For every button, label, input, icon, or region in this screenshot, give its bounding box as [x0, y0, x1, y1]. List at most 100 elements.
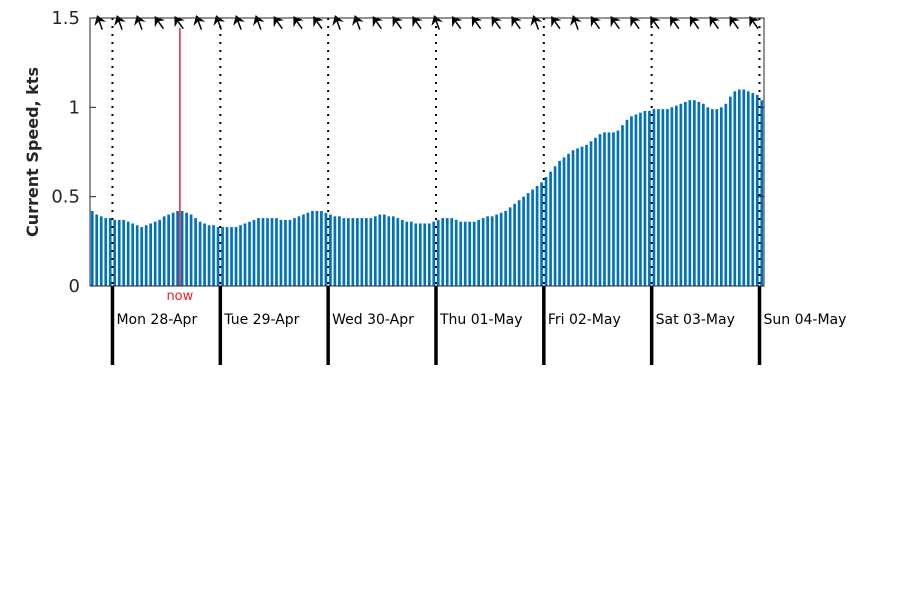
- bar-0: [90, 210, 94, 286]
- bar-36: [252, 219, 256, 286]
- bar-16: [162, 216, 166, 286]
- bar-135: [697, 101, 701, 286]
- bar-73: [418, 223, 422, 286]
- bar-47: [302, 214, 305, 286]
- direction-arrow-6: [213, 15, 226, 30]
- bar-41: [275, 218, 278, 286]
- bar-87: [481, 218, 485, 286]
- bar-71: [409, 221, 413, 286]
- direction-arrow-5: [193, 15, 206, 30]
- bar-100: [540, 182, 543, 286]
- axis-labels: Mon 28-Apr Tue 29-Apr Wed 30-Apr Thu 01-May…: [23, 8, 846, 328]
- bar-97: [526, 193, 530, 286]
- bar-26: [207, 225, 211, 286]
- bar-40: [270, 218, 274, 286]
- direction-arrow-13: [352, 15, 364, 30]
- bar-11: [140, 227, 144, 286]
- bar-79: [445, 218, 449, 286]
- bar-3: [104, 218, 108, 286]
- bar-48: [306, 212, 310, 286]
- bar-55: [338, 216, 341, 286]
- day-label-6: Sun 04-May: [764, 312, 847, 328]
- bar-57: [347, 218, 350, 286]
- bar-124: [648, 110, 651, 286]
- bar-144: [737, 89, 741, 286]
- bar-81: [454, 219, 458, 286]
- direction-arrow-2: [134, 15, 146, 30]
- bar-121: [634, 114, 638, 286]
- bar-1: [95, 214, 99, 286]
- bar-105: [562, 157, 566, 286]
- bar-131: [679, 103, 683, 286]
- direction-arrow-4: [174, 16, 185, 30]
- direction-arrow-25: [590, 16, 602, 30]
- bar-125: [652, 109, 656, 287]
- bar-101: [544, 177, 548, 286]
- ytick-label-1: 0.5: [51, 187, 80, 208]
- bar-30: [225, 227, 229, 286]
- bar-98: [531, 189, 534, 286]
- bar-54: [333, 216, 337, 286]
- now-label: now: [166, 289, 193, 304]
- bar-60: [360, 218, 364, 286]
- bar-120: [630, 116, 633, 287]
- direction-arrow-27: [630, 16, 641, 30]
- direction-arrow-18: [451, 16, 463, 30]
- bar-35: [248, 221, 251, 286]
- bar-53: [329, 214, 332, 286]
- day-label-2: Wed 30-Apr: [332, 312, 414, 328]
- bar-46: [297, 216, 301, 286]
- bar-25: [203, 223, 206, 286]
- bar-132: [684, 101, 687, 286]
- bar-91: [499, 212, 503, 286]
- bar-76: [432, 221, 436, 286]
- direction-arrow-17: [431, 15, 444, 30]
- bar-58: [351, 218, 355, 286]
- ytick-label-3: 1.5: [51, 8, 80, 29]
- direction-arrow-14: [372, 16, 384, 30]
- bar-74: [423, 223, 427, 286]
- direction-arrow-21: [511, 16, 522, 30]
- bar-70: [405, 221, 409, 286]
- bar-75: [427, 223, 431, 286]
- direction-arrow-24: [570, 15, 582, 30]
- direction-arrow-15: [392, 16, 403, 30]
- bar-82: [459, 221, 463, 286]
- bar-33: [239, 225, 242, 286]
- bar-142: [728, 96, 732, 286]
- bar-64: [378, 214, 382, 286]
- bar-84: [468, 221, 472, 286]
- direction-arrow-7: [233, 15, 245, 30]
- bar-38: [261, 218, 265, 286]
- direction-arrow-28: [650, 16, 661, 30]
- bar-43: [284, 219, 287, 286]
- bar-77: [436, 219, 440, 286]
- bar-9: [131, 223, 135, 286]
- bar-49: [311, 210, 314, 286]
- direction-arrow-11: [313, 16, 324, 30]
- direction-arrow-8: [253, 15, 265, 30]
- bar-14: [153, 221, 157, 286]
- bar-20: [180, 210, 184, 286]
- bar-22: [189, 214, 193, 286]
- bar-89: [490, 216, 494, 286]
- ytick-label-0: 0: [69, 276, 80, 297]
- bar-59: [356, 218, 359, 286]
- direction-arrow-19: [471, 16, 483, 30]
- bar-15: [158, 219, 161, 286]
- direction-arrow-30: [689, 16, 701, 30]
- bar-127: [661, 109, 665, 287]
- bar-149: [760, 100, 764, 286]
- bar-series: [90, 89, 764, 287]
- bar-133: [688, 100, 692, 286]
- bar-141: [724, 103, 728, 286]
- direction-arrow-16: [412, 16, 423, 30]
- bar-52: [324, 212, 328, 286]
- bar-80: [450, 218, 454, 286]
- bar-42: [279, 219, 283, 286]
- bar-143: [733, 91, 737, 286]
- plot-frame: [89, 17, 765, 287]
- bar-138: [710, 109, 714, 287]
- bar-29: [221, 227, 224, 286]
- bar-83: [463, 221, 467, 286]
